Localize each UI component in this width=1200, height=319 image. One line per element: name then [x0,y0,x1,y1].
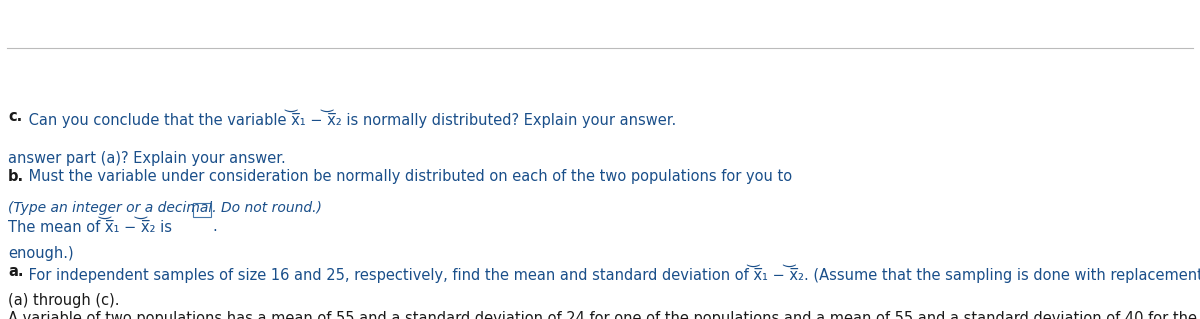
Text: A variable of two populations has a mean of 55 and a standard deviation of 24 fo: A variable of two populations has a mean… [8,311,1200,319]
Text: For independent samples of size 16 and 25, respectively, find the mean and stand: For independent samples of size 16 and 2… [24,264,1200,283]
Text: b.: b. [8,169,24,184]
Text: The mean of ͝x̅₁ − ͝x̅₂ is: The mean of ͝x̅₁ − ͝x̅₂ is [8,219,176,235]
Text: (a) through (c).: (a) through (c). [8,293,120,308]
Text: (Type an integer or a decimal. Do not round.): (Type an integer or a decimal. Do not ro… [8,201,322,215]
Text: c.: c. [8,109,23,124]
Bar [193,203,211,217]
Text: a.: a. [8,264,24,279]
Text: .: . [212,219,217,234]
Text: Can you conclude that the variable ͝x̅₁ − ͝x̅₂ is normally distributed? Explain : Can you conclude that the variable ͝x̅₁ … [24,109,677,128]
Text: Must the variable under consideration be normally distributed on each of the two: Must the variable under consideration be… [24,169,792,184]
Text: enough.): enough.) [8,246,73,261]
Text: answer part (a)? Explain your answer.: answer part (a)? Explain your answer. [8,151,286,166]
